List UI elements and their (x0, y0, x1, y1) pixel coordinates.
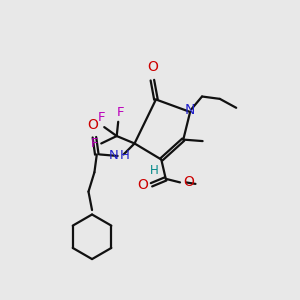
Text: O: O (137, 178, 148, 192)
Text: O: O (147, 60, 158, 74)
Text: F: F (98, 110, 106, 124)
Text: H: H (150, 164, 158, 177)
Text: F: F (91, 137, 98, 150)
Text: O: O (183, 176, 194, 189)
Text: N: N (185, 103, 195, 118)
Text: F: F (117, 106, 124, 119)
Text: H: H (120, 149, 130, 162)
Text: N: N (109, 149, 118, 162)
Text: O: O (88, 118, 98, 132)
